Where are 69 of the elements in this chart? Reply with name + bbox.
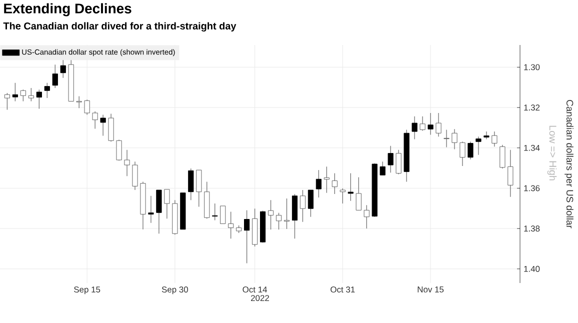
- y-tick-label: 1.30: [524, 64, 540, 70]
- candlestick: [132, 161, 138, 190]
- candlestick: [324, 166, 330, 194]
- candlestick: [460, 141, 466, 166]
- text: Low => High: [547, 126, 557, 180]
- candlestick: [436, 112, 442, 137]
- candlestick: [4, 92, 10, 110]
- candlestick: [484, 131, 490, 140]
- y-tick-label: 1.34: [524, 144, 540, 151]
- candlestick: [76, 96, 82, 108]
- candlestick: [12, 82, 18, 102]
- candlestick: [148, 196, 154, 224]
- candlestick: [188, 168, 194, 200]
- candlestick: [308, 190, 314, 218]
- chart-title: Extending Declines: [4, 3, 132, 16]
- x-tick-label: Sep 15: [74, 286, 100, 294]
- candlestick: [332, 172, 338, 194]
- candlestick: [452, 128, 458, 150]
- candlestick: [108, 113, 114, 142]
- candlestick: [348, 172, 354, 202]
- candlestick: [380, 161, 386, 176]
- candlestick: [44, 82, 50, 98]
- candlestick: [92, 111, 98, 130]
- candlestick: [212, 203, 218, 221]
- candlestick: [476, 136, 482, 156]
- y-axis-title: Canadian dollars per US dollar: [564, 100, 574, 228]
- candlestick: [60, 59, 66, 78]
- candlestick: [268, 200, 274, 230]
- candlestick: [428, 112, 434, 136]
- candlestick: [20, 89, 26, 102]
- candlestick: [196, 170, 202, 208]
- candlestick: [164, 189, 170, 219]
- candlestick: [276, 212, 282, 230]
- candlestick: [84, 99, 90, 116]
- candlestick: [364, 204, 370, 229]
- candlestick: [284, 198, 290, 230]
- y-tick-label: 1.32: [524, 104, 540, 111]
- candlestick: [500, 144, 506, 169]
- candlestick: [156, 190, 162, 234]
- candlestick: [468, 141, 474, 160]
- x-axis-title: 2022: [251, 295, 269, 302]
- candlestick: [356, 177, 362, 210]
- candlestick: [228, 212, 234, 239]
- x-tick-label: Nov 15: [418, 286, 444, 292]
- candlestick: [316, 170, 322, 198]
- candlestick: [396, 150, 402, 175]
- x-tick-label: Oct 14: [242, 286, 268, 293]
- candlestick: [28, 88, 34, 102]
- candlestick: [244, 210, 250, 264]
- y-tick-label: 1.38: [524, 226, 540, 232]
- candlestick: [508, 150, 514, 198]
- candlestick: [444, 129, 450, 148]
- candlestick: [52, 64, 58, 88]
- y-tick-label: 1.40: [524, 266, 540, 272]
- candlestick: [220, 206, 226, 224]
- y-tick-label: 1.36: [524, 185, 540, 192]
- candlestick: [36, 89, 42, 110]
- candlestick: [388, 146, 394, 173]
- candlestick: [340, 188, 346, 204]
- candlestick: [412, 116, 418, 140]
- candlestick: [100, 114, 106, 136]
- candlestick: [492, 131, 498, 147]
- candlestick: [124, 150, 130, 176]
- candlestick: [116, 139, 122, 161]
- x-tick-label: Oct 31: [330, 286, 355, 293]
- x-tick-label: Sep 30: [162, 286, 188, 294]
- candlestick: [420, 116, 426, 132]
- candlestick: [300, 190, 306, 222]
- chart-subtitle: The Canadian dollar dived for a third-straight day: [3, 22, 236, 32]
